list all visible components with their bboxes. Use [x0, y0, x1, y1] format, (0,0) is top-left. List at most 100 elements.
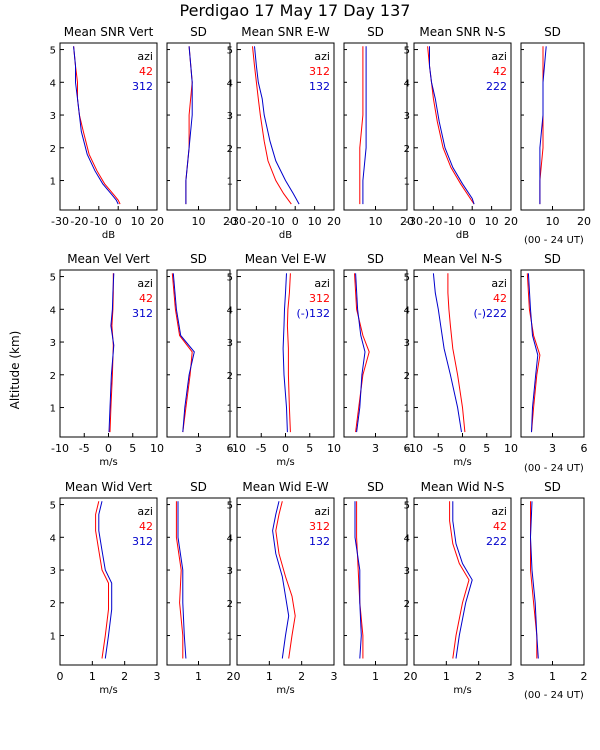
- series-line-snr-1-sd-312: [359, 46, 364, 205]
- legend-entry: 222: [486, 535, 507, 548]
- legend-entry: azi: [491, 505, 507, 518]
- legend-entry: 42: [493, 292, 507, 305]
- panel-title: SD: [367, 25, 384, 39]
- y-tick-label: 4: [404, 78, 410, 89]
- x-tick-label: 10: [150, 442, 164, 455]
- series-line-vel-1-mean-312: [286, 273, 291, 433]
- x-tick-label: 6: [581, 442, 588, 455]
- series-line-snr-2-mean-222: [429, 46, 475, 205]
- legend-entry: 42: [139, 65, 153, 78]
- y-tick-label: 3: [404, 111, 410, 122]
- plot-frame: [343, 497, 408, 666]
- x-axis-label: m/s: [453, 685, 471, 696]
- series-line-wid-2-mean-42: [449, 501, 470, 659]
- panel-title: Mean Wid E-W: [242, 480, 328, 494]
- legend-entry: azi: [137, 505, 153, 518]
- x-tick-label: 0: [57, 670, 64, 683]
- x-tick-label: -5: [433, 442, 444, 455]
- series-line-vel-1-sd-(-)132: [355, 273, 366, 433]
- series-line-wid-0-mean-312: [98, 501, 113, 659]
- y-tick-label: 2: [404, 371, 410, 382]
- series-line-vel-1-sd-312: [354, 273, 370, 433]
- y-tick-label: 2: [50, 371, 56, 382]
- x-tick-label: 0: [459, 442, 466, 455]
- y-tick-label: 5: [50, 273, 56, 284]
- panel-title: SD: [367, 252, 384, 266]
- x-tick-label: 10: [369, 215, 383, 228]
- series-line-snr-2-sd-222: [539, 46, 547, 205]
- y-tick-label: 3: [50, 111, 56, 122]
- y-tick-label: 5: [50, 46, 56, 57]
- y-tick-label: 3: [50, 338, 56, 349]
- panel-title: Mean Vel E-W: [245, 252, 327, 266]
- panel-title: SD: [190, 480, 207, 494]
- panel-title: Mean Vel Vert: [67, 252, 150, 266]
- y-tick-label: 1: [50, 404, 56, 415]
- series-line-snr-0-sd-312: [185, 46, 193, 205]
- legend-entry: azi: [314, 277, 330, 290]
- y-tick-label: 1: [227, 177, 233, 188]
- series-line-wid-0-mean-42: [95, 501, 109, 659]
- x-tick-label: 2: [298, 670, 305, 683]
- series-line-wid-0-sd-312: [177, 501, 187, 659]
- x-tick-label: 0: [292, 215, 299, 228]
- y-tick-label: 5: [227, 46, 233, 57]
- y-tick-label: 2: [227, 371, 233, 382]
- y-tick-label: 3: [50, 566, 56, 577]
- y-tick-label: 2: [227, 599, 233, 610]
- panel-title: Mean SNR E-W: [241, 25, 330, 39]
- series-line-vel-2-mean-42: [447, 273, 466, 433]
- series-line-wid-1-mean-132: [272, 501, 290, 659]
- x-tick-label: 3: [154, 670, 161, 683]
- series-line-wid-2-sd-222: [529, 501, 539, 659]
- series-line-wid-1-sd-312: [356, 501, 364, 659]
- legend-entry: azi: [314, 50, 330, 63]
- plot-frame: [343, 42, 408, 211]
- legend-entry: 42: [139, 520, 153, 533]
- y-tick-label: 3: [227, 111, 233, 122]
- x-axis-label: m/s: [99, 685, 117, 696]
- series-line-snr-0-mean-312: [73, 46, 119, 205]
- x-tick-label: 20: [223, 215, 237, 228]
- legend-entry: (-)222: [473, 307, 507, 320]
- series-line-wid-1-sd-132: [354, 501, 362, 659]
- y-tick-label: 2: [404, 144, 410, 155]
- panel-title: SD: [544, 252, 561, 266]
- legend-entry: 42: [493, 520, 507, 533]
- x-tick-label: 10: [308, 215, 322, 228]
- plot-frame: [59, 42, 158, 211]
- series-line-vel-2-sd-(-)222: [527, 273, 539, 433]
- y-tick-label: 4: [404, 305, 410, 316]
- y-tick-label: 1: [227, 632, 233, 643]
- y-tick-label: 1: [404, 632, 410, 643]
- x-tick-label: 1: [443, 670, 450, 683]
- series-line-snr-0-mean-42: [73, 46, 121, 205]
- y-tick-label: 1: [404, 177, 410, 188]
- y-tick-label: 5: [227, 273, 233, 284]
- plot-frame: [413, 42, 512, 211]
- panel-title: Mean Wid N-S: [421, 480, 505, 494]
- legend-entry: azi: [137, 50, 153, 63]
- x-tick-label: 1: [89, 670, 96, 683]
- y-tick-label: 1: [50, 177, 56, 188]
- legend-entry: 132: [309, 535, 330, 548]
- x-tick-label: -10: [51, 442, 69, 455]
- x-tick-label: 2: [121, 670, 128, 683]
- x-tick-label: 3: [331, 670, 338, 683]
- x-tick-label: 5: [306, 442, 313, 455]
- time-note-row-wid: (00 - 24 UT): [524, 690, 584, 701]
- x-tick-label: 20: [504, 215, 518, 228]
- x-tick-label: 2: [404, 670, 411, 683]
- y-tick-label: 5: [404, 46, 410, 57]
- x-tick-label: 3: [195, 442, 202, 455]
- y-tick-label: 3: [227, 338, 233, 349]
- legend-entry: azi: [137, 277, 153, 290]
- plot-frame: [520, 42, 585, 211]
- y-tick-label: 2: [50, 599, 56, 610]
- y-tick-label: 4: [227, 305, 233, 316]
- series-line-snr-1-sd-132: [362, 46, 367, 205]
- series-line-wid-1-mean-312: [275, 501, 296, 659]
- x-tick-label: 20: [150, 215, 164, 228]
- x-tick-label: -10: [405, 442, 423, 455]
- x-tick-label: 10: [327, 442, 341, 455]
